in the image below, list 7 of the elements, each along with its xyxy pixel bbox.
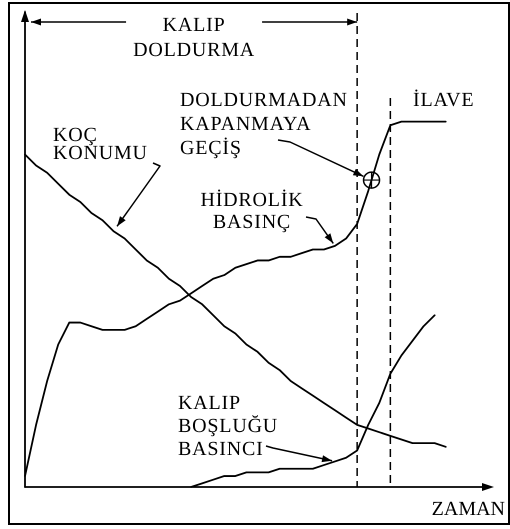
text: İLAVE bbox=[413, 89, 474, 111]
x-axis-title: ZAMAN bbox=[432, 498, 505, 520]
text: KALIP DOLDURMA bbox=[133, 14, 256, 61]
legend-label: HİDROLİK BASINÇ bbox=[200, 189, 304, 233]
series-label: KALIP BOŞLUĞU BASINCI bbox=[178, 392, 278, 460]
series-label: KOÇ KONUMU bbox=[53, 124, 148, 164]
annotation: DOLDURMADAN KAPANMAYA GEÇİŞ bbox=[180, 89, 348, 159]
